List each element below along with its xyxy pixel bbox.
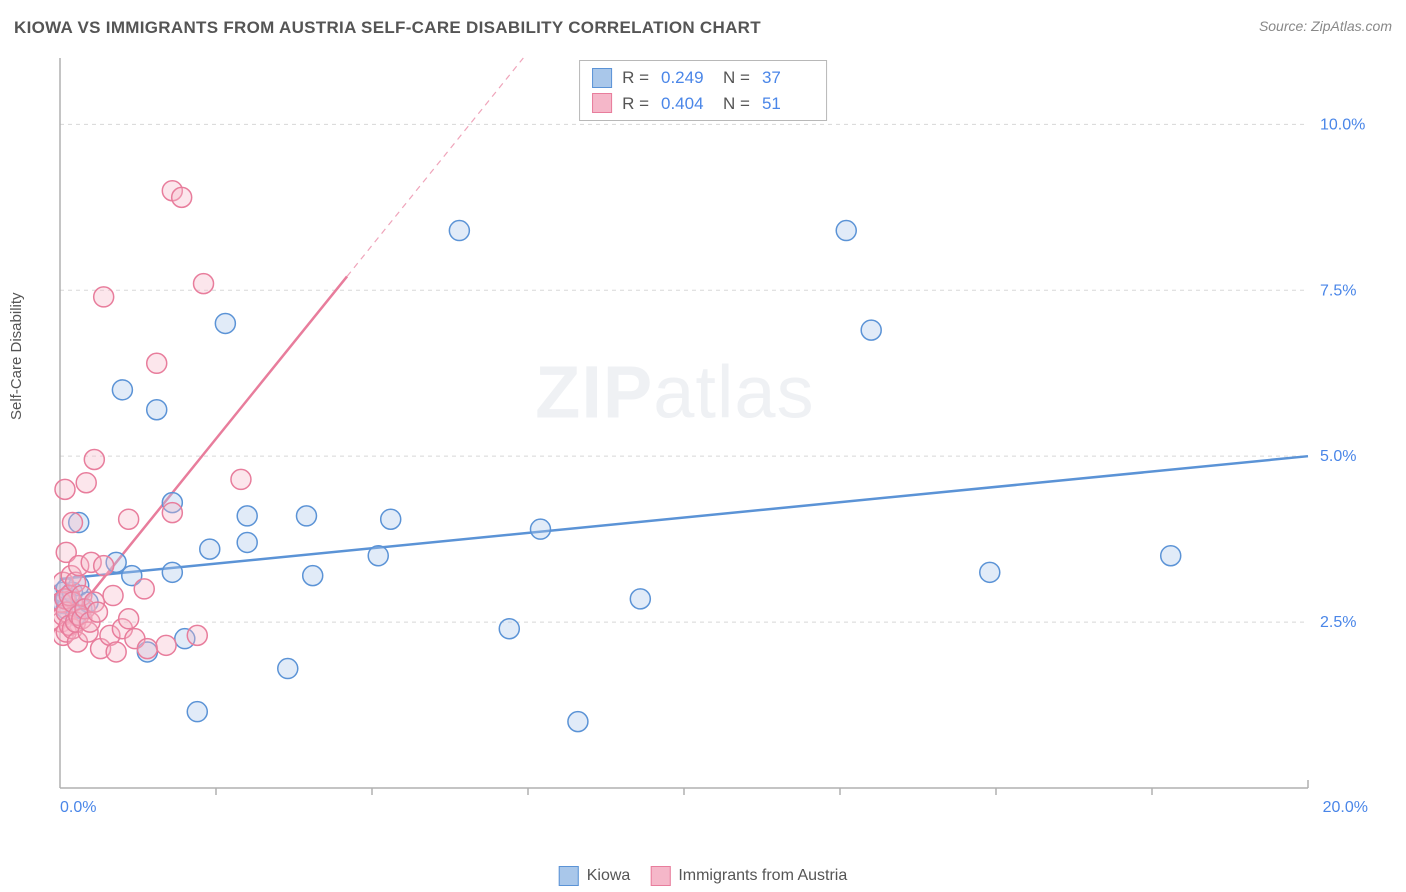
chart-title: KIOWA VS IMMIGRANTS FROM AUSTRIA SELF-CA… [14,18,761,38]
r-value: 0.249 [661,65,713,91]
r-value: 0.404 [661,91,713,117]
n-value: 37 [762,65,814,91]
svg-text:2.5%: 2.5% [1320,614,1356,631]
svg-text:20.0%: 20.0% [1323,799,1368,816]
n-label: N = [723,91,750,117]
legend-item-austria: Immigrants from Austria [650,866,847,886]
chart-svg: 2.5% 5.0% 7.5% 10.0% 0.0% 20.0% [54,50,1378,818]
n-label: N = [723,65,750,91]
legend-row-austria: R = 0.404 N = 51 [592,91,814,117]
svg-text:5.0%: 5.0% [1320,448,1356,465]
r-label: R = [622,91,649,117]
swatch-kiowa [592,68,612,88]
svg-text:0.0%: 0.0% [60,799,96,816]
swatch-austria [650,866,670,886]
svg-text:10.0%: 10.0% [1320,116,1365,133]
r-label: R = [622,65,649,91]
svg-text:7.5%: 7.5% [1320,282,1356,299]
swatch-austria [592,93,612,113]
swatch-kiowa [559,866,579,886]
legend-row-kiowa: R = 0.249 N = 37 [592,65,814,91]
series-legend: Kiowa Immigrants from Austria [559,866,848,886]
scatter-plot: 2.5% 5.0% 7.5% 10.0% 0.0% 20.0% [54,50,1378,818]
source-attribution: Source: ZipAtlas.com [1259,18,1392,34]
y-axis-label: Self-Care Disability [8,292,25,420]
correlation-legend: R = 0.249 N = 37 R = 0.404 N = 51 [579,60,827,121]
legend-label: Kiowa [587,867,631,885]
legend-item-kiowa: Kiowa [559,866,631,886]
n-value: 51 [762,91,814,117]
legend-label: Immigrants from Austria [678,867,847,885]
